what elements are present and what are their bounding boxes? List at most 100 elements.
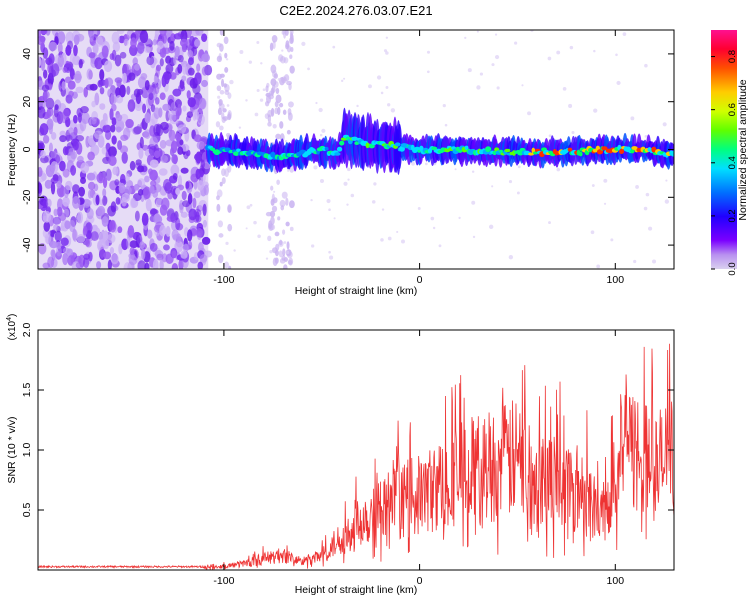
- noise-cell: [41, 84, 50, 92]
- noise-cell: [87, 189, 93, 199]
- sparse-cell: [265, 211, 272, 217]
- sparse-cell: [274, 231, 280, 237]
- noise-cell: [194, 110, 200, 120]
- sparse-cell: [514, 41, 518, 45]
- sparse-cell: [289, 54, 293, 60]
- sparse-cell: [224, 168, 229, 178]
- noise-cell: [201, 79, 209, 88]
- colorbar-tick-label: 0.2: [727, 209, 738, 222]
- noise-cell: [187, 50, 194, 58]
- noise-cell: [91, 100, 96, 108]
- sparse-cell: [491, 185, 494, 188]
- sparse-cell: [223, 36, 229, 45]
- noise-cell: [83, 225, 88, 236]
- sparse-cell: [603, 202, 607, 205]
- sparse-cell: [216, 195, 220, 201]
- sparse-cell: [593, 49, 596, 53]
- sparse-cell: [548, 134, 552, 138]
- noise-cell: [170, 212, 178, 223]
- sparse-cell: [224, 83, 230, 92]
- sparse-cell: [215, 121, 221, 128]
- sparse-cell: [262, 88, 266, 92]
- sparse-cell: [289, 65, 295, 74]
- noise-cell: [99, 87, 105, 95]
- sparse-cell: [272, 123, 277, 129]
- noise-cell: [180, 167, 189, 174]
- sparse-cell: [489, 224, 494, 230]
- sparse-cell: [219, 30, 224, 36]
- noise-cell: [76, 211, 84, 224]
- noise-cell: [135, 92, 142, 105]
- colorbar-tick-label: 0.8: [727, 50, 738, 63]
- noise-cell: [83, 86, 89, 98]
- noise-cell: [138, 147, 144, 160]
- noise-cell: [123, 38, 129, 46]
- noise-cell: [193, 191, 201, 199]
- noise-cell: [153, 123, 161, 137]
- y-tick-label: 0.5: [21, 503, 33, 518]
- noise-cell: [137, 165, 145, 173]
- noise-cell: [97, 79, 104, 88]
- y-tick-label: 1.5: [21, 383, 33, 398]
- noise-cell: [181, 75, 187, 82]
- noise-cell: [125, 118, 134, 129]
- sparse-cell: [371, 200, 376, 204]
- noise-cell: [73, 34, 80, 46]
- sparse-cell: [471, 200, 476, 205]
- track-core-cell: [270, 151, 276, 158]
- noise-cell: [134, 63, 140, 71]
- noise-cell: [186, 111, 193, 119]
- sparse-cell: [630, 116, 635, 121]
- sparse-cell: [257, 234, 261, 239]
- noise-cell: [195, 168, 201, 180]
- noise-cell: [135, 235, 141, 248]
- noise-cell: [144, 112, 151, 124]
- y-tick-label: -40: [21, 237, 33, 252]
- noise-cell: [99, 246, 105, 259]
- sparse-cell: [225, 58, 229, 61]
- noise-cell: [80, 162, 90, 174]
- noise-cell: [94, 92, 100, 106]
- sparse-cell: [279, 258, 286, 264]
- sparse-cell: [269, 224, 276, 231]
- noise-cell: [114, 54, 122, 67]
- sparse-cell: [286, 45, 292, 53]
- noise-cell: [49, 241, 58, 249]
- sparse-cell: [328, 208, 331, 212]
- noise-cell: [137, 260, 147, 269]
- noise-cell: [159, 47, 167, 59]
- sparse-cell: [516, 191, 520, 195]
- noise-cell: [199, 254, 208, 263]
- sparse-cell: [279, 239, 283, 246]
- track-core-cell: [485, 146, 492, 153]
- noise-cell: [117, 226, 123, 234]
- noise-cell: [53, 208, 58, 217]
- noise-cell: [140, 122, 145, 129]
- noise-cell: [197, 180, 204, 191]
- noise-cell: [174, 45, 180, 58]
- sparse-cell: [281, 191, 288, 199]
- noise-cell: [165, 55, 172, 65]
- noise-cell: [111, 117, 117, 126]
- noise-cell: [96, 172, 106, 184]
- noise-cell: [159, 92, 166, 100]
- noise-cell: [110, 253, 119, 265]
- sparse-cell: [496, 86, 500, 90]
- track-core-cell: [567, 147, 573, 152]
- noise-cell: [54, 104, 59, 111]
- sparse-cell: [287, 112, 293, 121]
- sparse-cell: [333, 217, 336, 220]
- noise-cell: [88, 117, 97, 125]
- noise-cell: [180, 211, 188, 218]
- y-tick-label: 20: [21, 96, 33, 108]
- spectrogram-signal-track: [205, 107, 674, 175]
- sparse-cell: [494, 33, 498, 36]
- noise-cell: [188, 208, 197, 221]
- noise-cell: [41, 173, 47, 181]
- spectrogram-x-axis-label: Height of straight line (km): [295, 285, 418, 297]
- snr-x-ticks: -100 0 100: [213, 330, 624, 587]
- sparse-cell: [227, 223, 233, 232]
- noise-cell: [53, 224, 59, 231]
- noise-cell: [62, 66, 68, 73]
